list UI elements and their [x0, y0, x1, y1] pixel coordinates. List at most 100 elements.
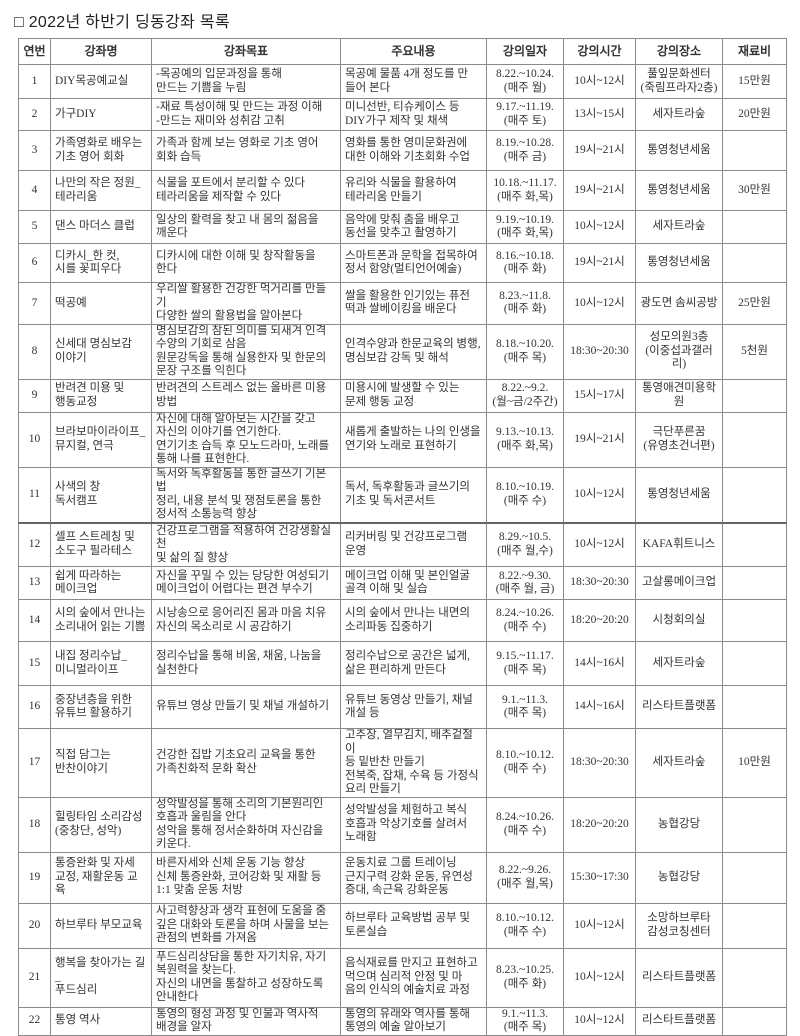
cell-no: 21 [18, 947, 51, 1008]
cell-place: 통영청년세움 [635, 130, 723, 171]
cell-main-content: 유튜브 동영상 만들기, 채널 개설 등 [340, 685, 487, 729]
cell-fee: 15만원 [722, 64, 787, 99]
cell-time: 10시~12시 [563, 282, 636, 325]
cell-place: 풀잎문화센터 (죽림프라자2층) [635, 64, 723, 99]
cell-place: 시청회의실 [635, 599, 723, 642]
cell-place: 리스타트플랫폼 [635, 685, 723, 729]
table-row: 22 통영 역사 통영의 형성 과정 및 인물과 역사적 배경을 알자 통영의 유래와… [18, 1006, 787, 1036]
cell-no: 18 [18, 796, 51, 853]
table-row: 15 내집 정리수납_ 미니멀라이프 정리수납을 통해 비움, 채움, 나눔을 실천… [18, 641, 787, 686]
cell-time: 19시~21시 [563, 411, 636, 468]
cell-date: 8.22.~10.24. (매주 월) [486, 64, 564, 99]
cell-course-goal: 독서와 독후활동을 통한 글쓰기 기본법 정리, 내용 분석 및 쟁점토론을 통… [151, 466, 341, 523]
table-row: 18 힐링타임 소리감성 (중창단, 성악) 성악발성을 통해 소리의 기본원리인 … [18, 796, 787, 853]
cell-fee [722, 243, 787, 283]
cell-place: 세자트라숲 [635, 98, 723, 131]
cell-course-name: 하브루타 부모교육 [50, 902, 152, 949]
cell-place: 성모의원3층 (이중섭과갤러리) [635, 323, 723, 380]
cell-fee [722, 1006, 787, 1036]
table-row: 5 댄스 마더스 클럽 일상의 활력을 찾고 내 몸의 젊음을 깨운다 음악에 맞춰 … [18, 210, 787, 244]
cell-course-name: 가구DIY [50, 98, 152, 131]
cell-no: 3 [18, 130, 51, 171]
cell-course-name: 힐링타임 소리감성 (중창단, 성악) [50, 796, 152, 853]
table-row: 1 DIY목공예교실 -목공예의 입문과정을 통해 만드는 기쁨을 누림 목공예 물품… [18, 64, 787, 99]
header-place: 강의장소 [635, 38, 723, 65]
course-table: 연번 강좌명 강좌목표 주요내용 강의일자 강의시간 강의장소 재료비 1 DIY목공예교실 -목… [18, 38, 787, 1036]
cell-date: 8.24.~10.26. (매주 수) [486, 796, 564, 853]
table-row: 9 반려견 미용 및 행동교정 반려견의 스트레스 없는 올바른 미용 방법 미용시에… [18, 378, 787, 413]
cell-place: 통영청년세움 [635, 243, 723, 283]
cell-main-content: 성악발성을 체험하고 복식 호흡과 악상기호를 살려서 노래함 [340, 796, 487, 853]
cell-fee [722, 521, 787, 567]
cell-main-content: 정리수납으로 공간은 넓게, 삶은 편리하게 만든다 [340, 641, 487, 686]
cell-fee: 20만원 [722, 98, 787, 131]
cell-course-goal: 유튜브 영상 만들기 및 채널 개설하기 [151, 685, 341, 729]
cell-date: 9.1.~11.3. (매주 목) [486, 685, 564, 729]
table-row: 21 행복을 찾아가는 길_ 푸드심리 푸드심리상담을 통한 자기치유, 자기 복원… [18, 947, 787, 1008]
cell-place: 소망하브루타 감성코칭센터 [635, 902, 723, 949]
cell-main-content: 운동치료 그룹 트레이닝 근지구력 강화 운동, 유연성 증대, 속근육 강화운… [340, 851, 487, 904]
cell-course-goal: 사고력향상과 생각 표현에 도움을 줌 깊은 대화와 토론을 하며 사물을 보는… [151, 902, 341, 949]
cell-time: 19시~21시 [563, 243, 636, 283]
cell-fee [722, 466, 787, 523]
cell-main-content: 쌀을 활용한 인기있는 퓨전 떡과 쌀베이킹을 배운다 [340, 282, 487, 325]
cell-place: 농협강당 [635, 851, 723, 904]
cell-main-content: 리커버링 및 건강프로그램 운영 [340, 521, 487, 567]
cell-course-goal: 반려견의 스트레스 없는 올바른 미용 방법 [151, 378, 341, 413]
cell-time: 19시~21시 [563, 170, 636, 211]
cell-course-name: 브라보마이라이프_ 뮤지컬, 연극 [50, 411, 152, 468]
cell-place: 통영청년세움 [635, 170, 723, 211]
table-row: 10 브라보마이라이프_ 뮤지컬, 연극 자신에 대해 알아보는 시간을 갖고 자신… [18, 411, 787, 468]
cell-no: 12 [18, 521, 51, 567]
cell-no: 8 [18, 323, 51, 380]
cell-no: 20 [18, 902, 51, 949]
cell-course-goal: 푸드심리상담을 통한 자기치유, 자기 복원력을 찾는다. 자신의 내면을 통찰… [151, 947, 341, 1008]
cell-date: 9.1.~11.3. (매주 목) [486, 1006, 564, 1036]
table-row: 17 직접 담그는 반찬이야기 건강한 집밥 기초요리 교육을 통한 가족친화적 문… [18, 728, 787, 798]
cell-course-goal: 자신을 꾸밀 수 있는 당당한 여성되기 메이크업이 어렵다는 편견 부수기 [151, 566, 341, 600]
table-row: 13 쉽게 따라하는 메이크업 자신을 꾸밀 수 있는 당당한 여성되기 메이크업이… [18, 566, 787, 600]
cell-time: 10시~12시 [563, 1006, 636, 1036]
cell-no: 2 [18, 98, 51, 131]
cell-course-goal: 건강한 집밥 기초요리 교육을 통한 가족친화적 문화 확산 [151, 728, 341, 798]
cell-course-name: 가족영화로 배우는 기초 영어 회화 [50, 130, 152, 171]
cell-time: 19시~21시 [563, 130, 636, 171]
cell-course-name: 중장년층을 위한 유튜브 활용하기 [50, 685, 152, 729]
cell-course-name: 사색의 창 독서캠프 [50, 466, 152, 523]
cell-date: 9.15.~11.17. (매주 목) [486, 641, 564, 686]
cell-date: 8.29.~10.5. (매주 월,수) [486, 521, 564, 567]
cell-course-goal: -재료 특성이해 및 만드는 과정 이해 -만드는 재미와 성취감 고취 [151, 98, 341, 131]
cell-date: 8.23.~11.8. (매주 화) [486, 282, 564, 325]
cell-time: 10시~12시 [563, 64, 636, 99]
cell-time: 10시~12시 [563, 210, 636, 244]
cell-course-name: 내집 정리수납_ 미니멀라이프 [50, 641, 152, 686]
cell-fee [722, 599, 787, 642]
header-course-name: 강좌명 [50, 38, 152, 65]
cell-time: 18:30~20:30 [563, 566, 636, 600]
cell-time: 14시~16시 [563, 685, 636, 729]
cell-no: 6 [18, 243, 51, 283]
cell-fee: 10만원 [722, 728, 787, 798]
header-course-goal: 강좌목표 [151, 38, 341, 65]
cell-place: 리스타트플랫폼 [635, 1006, 723, 1036]
cell-date: 8.24.~10.26. (매주 수) [486, 599, 564, 642]
cell-date: 8.18.~10.20. (매주 목) [486, 323, 564, 380]
cell-course-name: 통영 역사 [50, 1006, 152, 1036]
cell-main-content: 시의 숲에서 만나는 내면의 소리파동 집중하기 [340, 599, 487, 642]
cell-date: 9.17.~11.19. (매주 토) [486, 98, 564, 131]
cell-course-name: 쉽게 따라하는 메이크업 [50, 566, 152, 600]
cell-place: 농협강당 [635, 796, 723, 853]
cell-time: 18:20~20:20 [563, 796, 636, 853]
cell-date: 8.10.~10.12. (매주 수) [486, 728, 564, 798]
cell-no: 15 [18, 641, 51, 686]
cell-time: 10시~12시 [563, 466, 636, 523]
cell-main-content: 미용시에 발생할 수 있는 문제 행동 교정 [340, 378, 487, 413]
cell-no: 14 [18, 599, 51, 642]
cell-course-goal: 식물을 포트에서 분리할 수 있다 테라리움을 제작할 수 있다 [151, 170, 341, 211]
cell-course-name: 반려견 미용 및 행동교정 [50, 378, 152, 413]
cell-main-content: 유리와 식물을 활용하여 테라리움 만들기 [340, 170, 487, 211]
cell-fee [722, 685, 787, 729]
cell-no: 9 [18, 378, 51, 413]
cell-course-goal: 자신에 대해 알아보는 시간을 갖고 자신의 이야기를 연기한다. 연기기초 습… [151, 411, 341, 468]
cell-fee [722, 378, 787, 413]
